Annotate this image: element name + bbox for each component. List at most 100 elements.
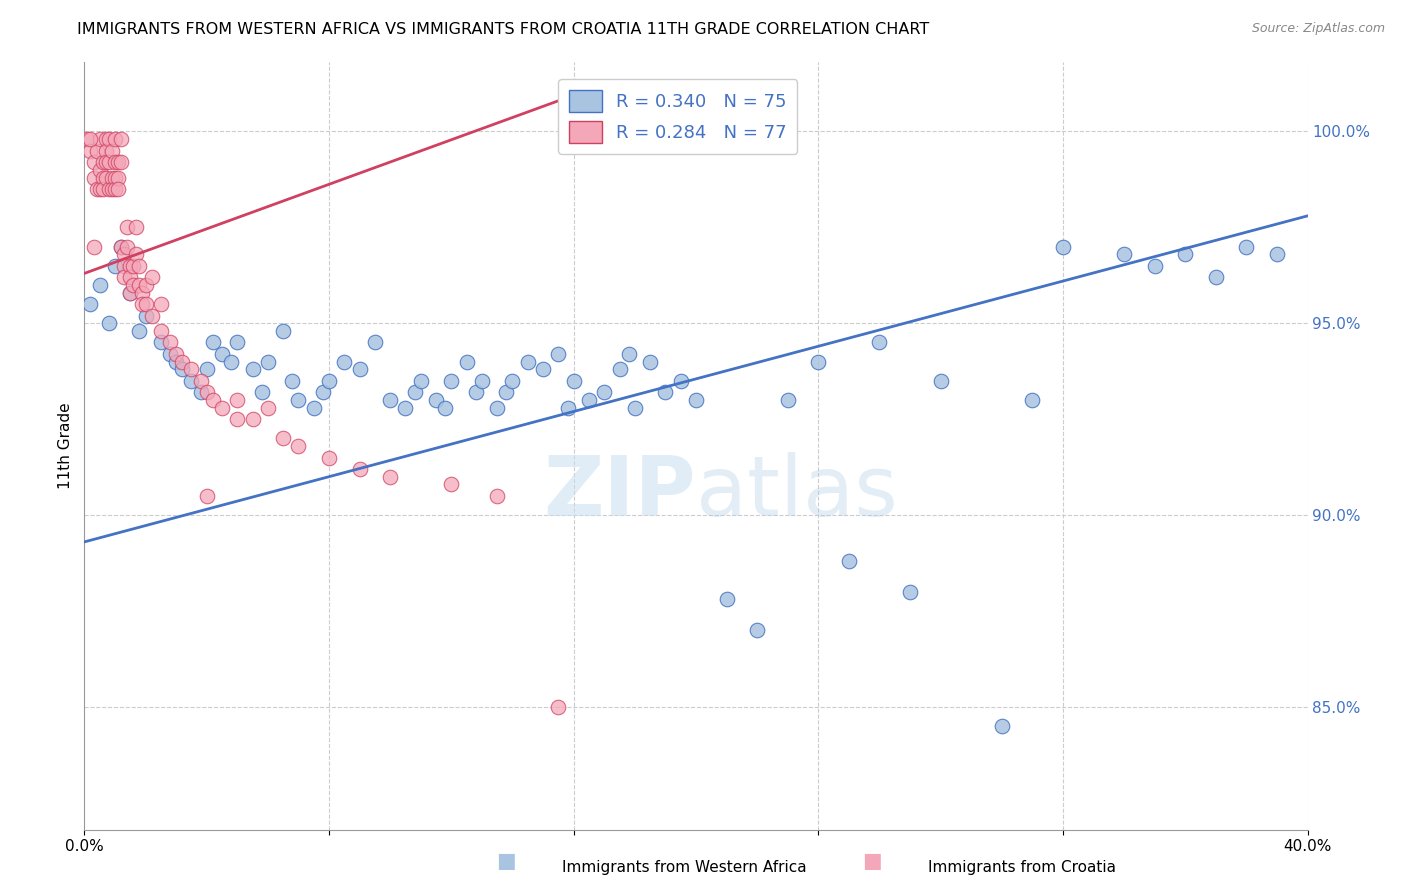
Point — [456, 354, 478, 368]
Point — [609, 362, 631, 376]
Point — [516, 354, 538, 368]
Point — [86, 144, 108, 158]
Point — [94, 170, 117, 185]
Point — [76, 132, 98, 146]
Point — [271, 431, 294, 445]
Point — [495, 385, 517, 400]
Point — [79, 132, 101, 146]
Point — [869, 335, 891, 350]
Point — [486, 489, 509, 503]
Point — [122, 277, 145, 292]
Point — [83, 239, 105, 253]
Text: ■: ■ — [862, 851, 882, 871]
Point — [434, 401, 457, 415]
Point — [211, 401, 233, 415]
Point — [131, 297, 153, 311]
Point — [104, 182, 127, 196]
Point — [115, 239, 138, 253]
Point — [287, 439, 309, 453]
Point — [97, 155, 120, 169]
Point — [104, 259, 127, 273]
Point — [281, 374, 304, 388]
Point — [159, 347, 181, 361]
Point — [190, 385, 212, 400]
Point — [135, 309, 157, 323]
Point — [195, 362, 218, 376]
Point — [562, 374, 585, 388]
Point — [547, 347, 569, 361]
Point — [271, 324, 294, 338]
Point — [440, 477, 463, 491]
Point — [94, 155, 117, 169]
Point — [201, 335, 224, 350]
Point — [257, 401, 280, 415]
Point — [115, 220, 138, 235]
Point — [91, 170, 114, 185]
Point — [349, 462, 371, 476]
Point — [394, 401, 416, 415]
Point — [125, 247, 148, 261]
Point — [898, 584, 921, 599]
Point — [464, 385, 486, 400]
Point — [165, 347, 187, 361]
Point — [593, 385, 616, 400]
Point — [1205, 270, 1227, 285]
Point — [135, 297, 157, 311]
Point — [149, 335, 172, 350]
Point — [91, 155, 114, 169]
Point — [94, 132, 117, 146]
Point — [135, 277, 157, 292]
Text: IMMIGRANTS FROM WESTERN AFRICA VS IMMIGRANTS FROM CROATIA 11TH GRADE CORRELATION: IMMIGRANTS FROM WESTERN AFRICA VS IMMIGR… — [77, 22, 929, 37]
Point — [190, 374, 212, 388]
Point — [101, 144, 124, 158]
Text: Source: ZipAtlas.com: Source: ZipAtlas.com — [1251, 22, 1385, 36]
Point — [669, 374, 692, 388]
Y-axis label: 11th Grade: 11th Grade — [58, 402, 73, 490]
Point — [107, 155, 129, 169]
Point — [425, 392, 447, 407]
Text: Immigrants from Western Africa: Immigrants from Western Africa — [562, 860, 807, 874]
Point — [172, 362, 194, 376]
Point — [141, 270, 163, 285]
Point — [120, 259, 142, 273]
Point — [89, 132, 111, 146]
Point — [89, 162, 111, 177]
Text: ■: ■ — [496, 851, 516, 871]
Point — [364, 335, 387, 350]
Point — [638, 354, 661, 368]
Point — [125, 220, 148, 235]
Point — [1236, 239, 1258, 253]
Point — [257, 354, 280, 368]
Point — [654, 385, 676, 400]
Point — [165, 354, 187, 368]
Point — [380, 469, 402, 483]
Point — [83, 155, 105, 169]
Point — [486, 401, 509, 415]
Point — [302, 401, 325, 415]
Point — [180, 362, 202, 376]
Point — [318, 374, 340, 388]
Point — [128, 277, 150, 292]
Point — [747, 623, 769, 637]
Point — [226, 392, 249, 407]
Point — [287, 392, 309, 407]
Point — [122, 259, 145, 273]
Point — [617, 347, 640, 361]
Point — [1021, 392, 1043, 407]
Point — [104, 132, 127, 146]
Point — [1143, 259, 1166, 273]
Point — [242, 362, 264, 376]
Point — [242, 412, 264, 426]
Point — [79, 144, 101, 158]
Text: ZIP: ZIP — [544, 451, 696, 533]
Point — [195, 385, 218, 400]
Point — [716, 592, 738, 607]
Point — [1265, 247, 1288, 261]
Point — [409, 374, 432, 388]
Point — [685, 392, 707, 407]
Point — [159, 335, 181, 350]
Text: atlas: atlas — [696, 451, 897, 533]
Point — [112, 270, 135, 285]
Point — [149, 324, 172, 338]
Point — [107, 170, 129, 185]
